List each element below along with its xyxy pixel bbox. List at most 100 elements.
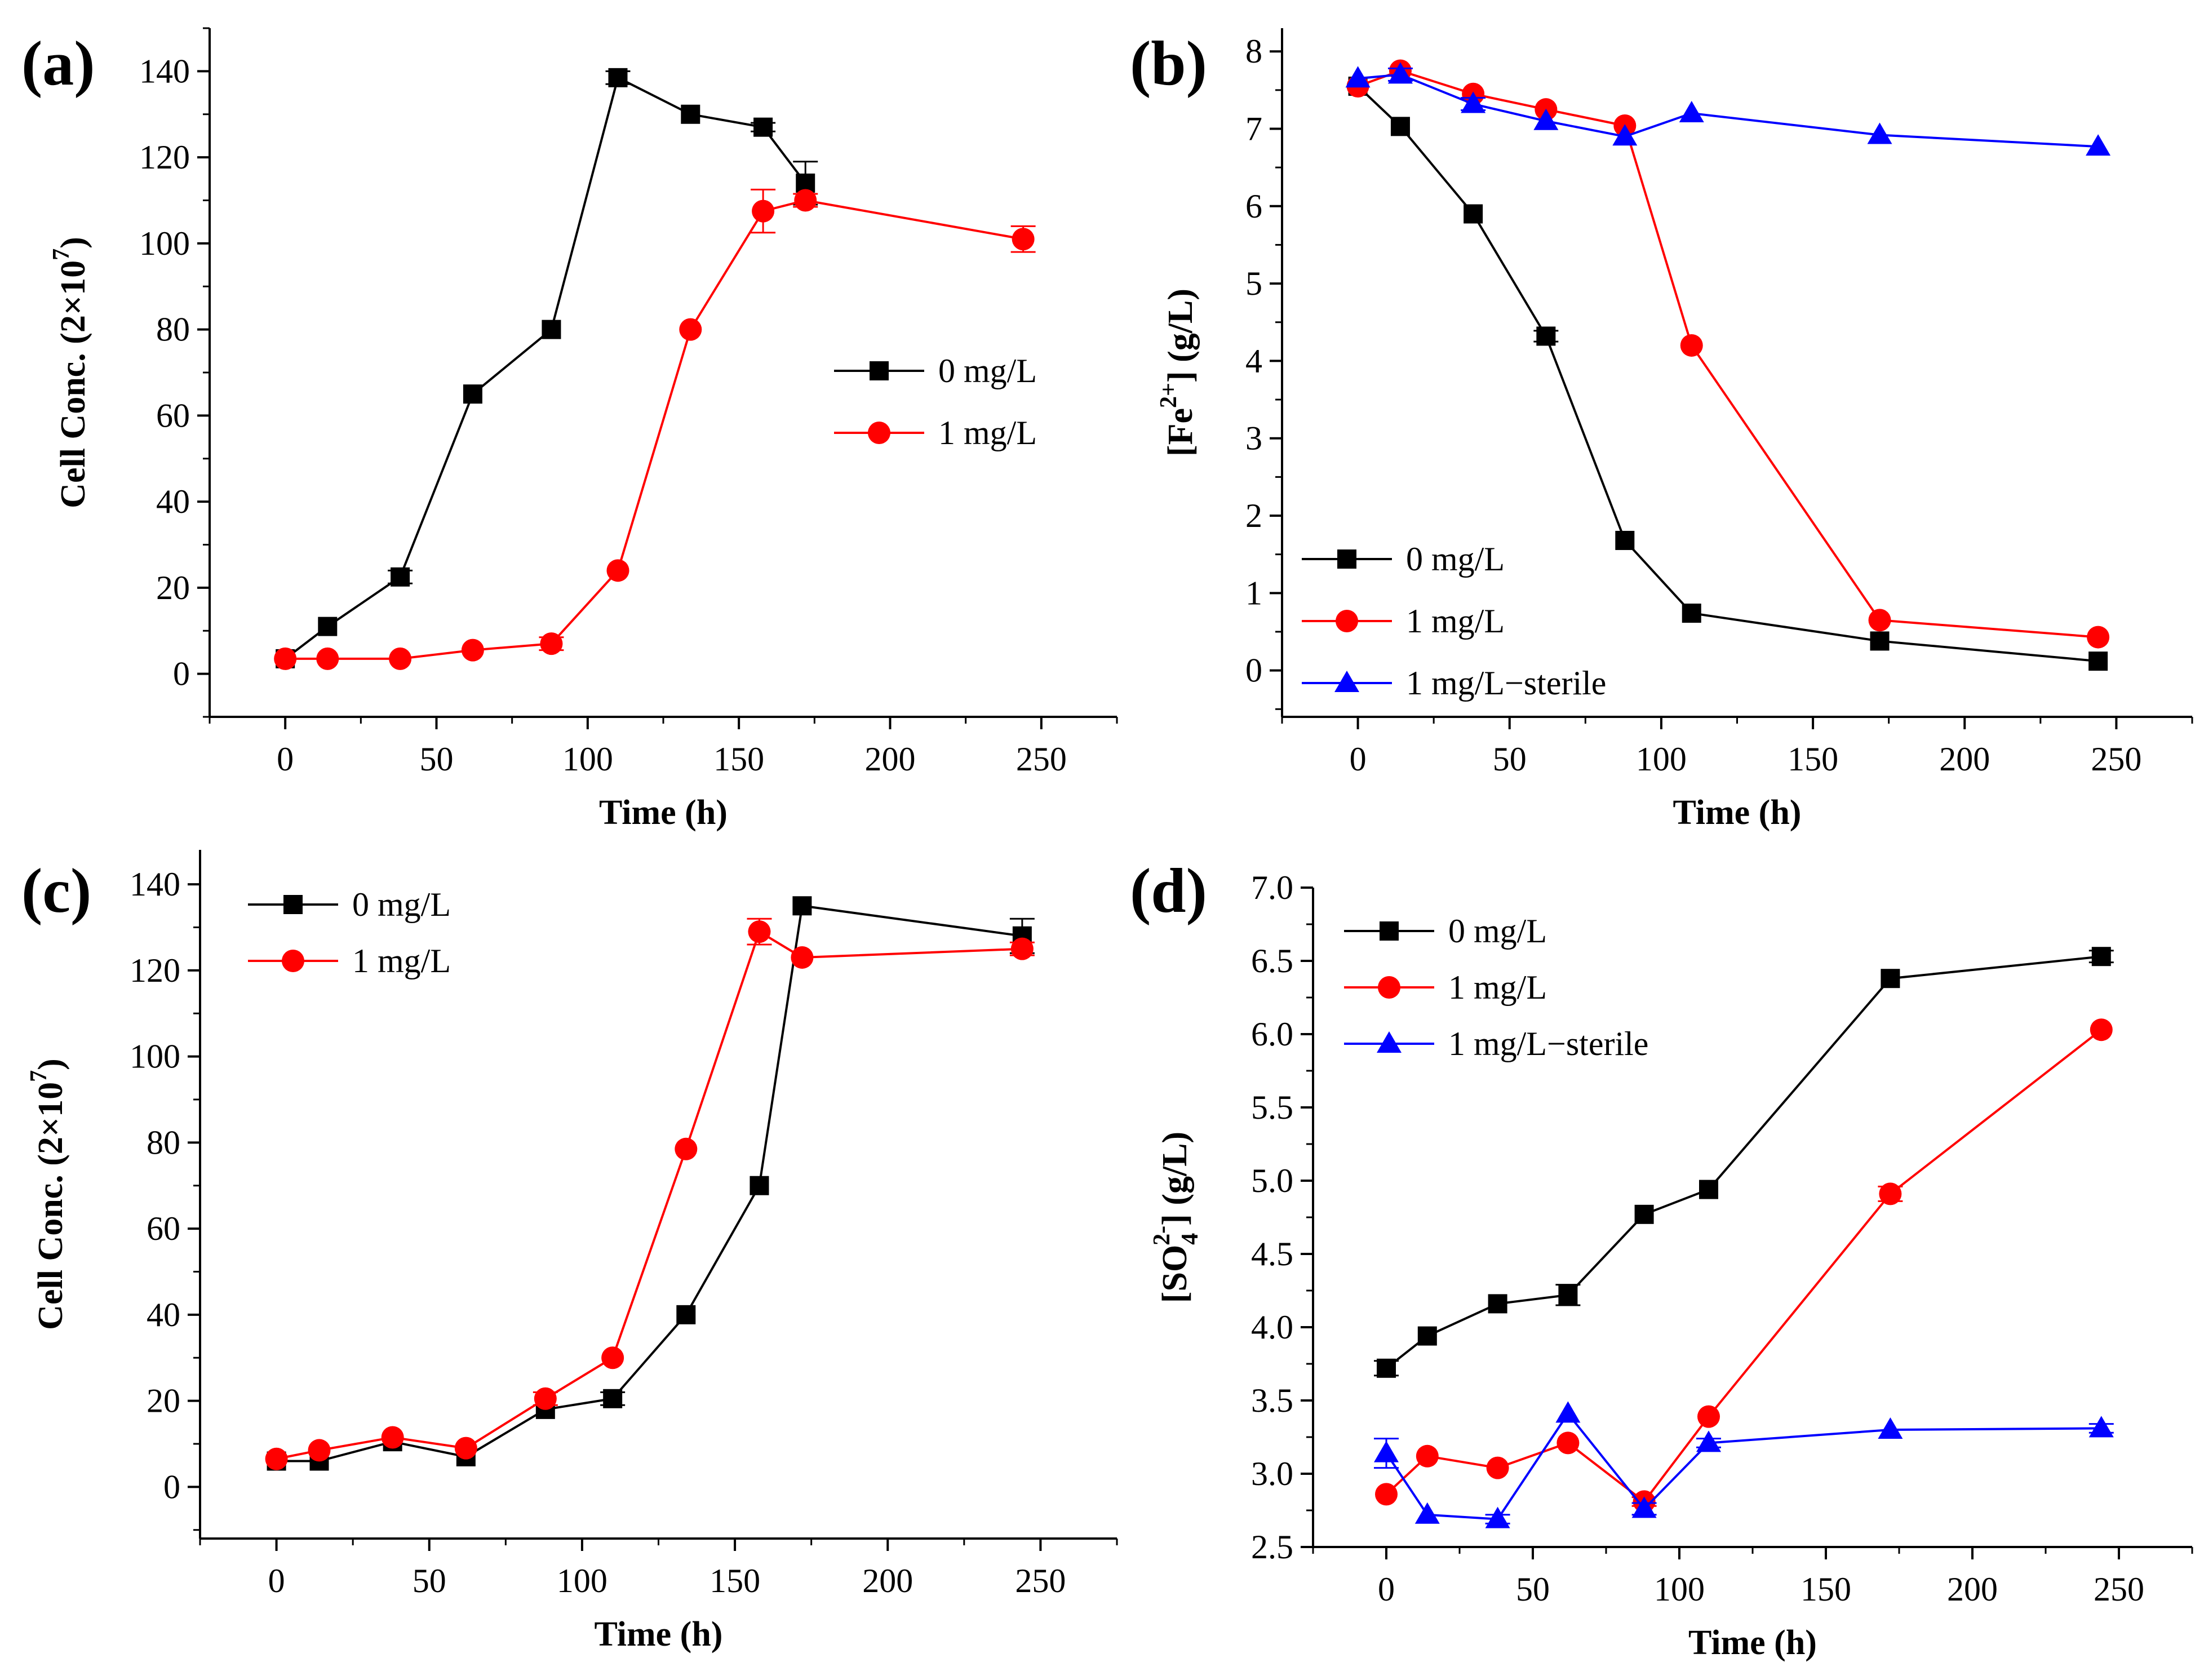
data-point-square: [1870, 631, 1890, 651]
x-tick-label: 150: [1788, 741, 1838, 778]
y-tick-label: 7.0: [1251, 869, 1293, 906]
y-tick-label: 0: [173, 655, 190, 693]
legend-entry: 0 mg/L: [1302, 540, 1505, 578]
data-point-circle: [282, 950, 304, 972]
data-point-square: [1634, 1204, 1654, 1224]
data-point-square: [753, 117, 773, 137]
data-point-square: [463, 384, 482, 404]
x-tick-label: 200: [865, 741, 916, 778]
data-point-square: [1337, 549, 1356, 569]
data-point-triangle: [1533, 108, 1559, 130]
x-tick-label: 100: [1654, 1571, 1705, 1608]
data-point-circle: [2087, 626, 2110, 649]
chart-panel-b: 0 50 100 150 200 250 0 1 2 3 4 5 6 7 8 (b) Time (h) [Fe2+…: [1130, 28, 2193, 832]
series-line: [1358, 73, 2099, 148]
series-square: [276, 68, 818, 668]
data-point-triangle: [1612, 124, 1638, 146]
data-point-circle: [534, 1387, 557, 1410]
x-tick-label: 150: [713, 741, 764, 778]
data-point-square: [2088, 651, 2108, 671]
data-point-square: [1699, 1180, 1718, 1199]
y-tick-label: 5: [1245, 265, 1262, 302]
y-axis-title-sup: 7: [48, 249, 74, 260]
data-point-circle: [1879, 1182, 1902, 1205]
chart-panel-d: 0 50 100 150 200 250 2.5 3.0 3.5 4.0 4.5 5.0 5.5 6.0 6…: [1130, 856, 2193, 1662]
data-point-square: [1536, 326, 1556, 346]
x-tick-label: 200: [1939, 741, 1990, 778]
y-tick-label: 20: [156, 569, 190, 606]
series-line: [284, 76, 806, 660]
panel-label: (d): [1130, 856, 1207, 926]
data-point-triangle: [1878, 1417, 1903, 1439]
y-tick-label: 80: [147, 1124, 180, 1161]
data-point-circle: [752, 200, 775, 223]
y-tick-label: 140: [130, 866, 180, 903]
legend-entry: 1 mg/L: [248, 942, 451, 979]
y-axis-title-close: ] (g/L): [1156, 1132, 1194, 1226]
data-point-circle: [274, 647, 297, 670]
data-point-triangle: [1555, 1401, 1581, 1423]
x-tick-label: 50: [1493, 741, 1527, 778]
data-point-circle: [1697, 1405, 1720, 1428]
data-point-circle: [868, 422, 890, 444]
data-point-square: [283, 895, 303, 914]
y-axis-title-sup: 2-: [1149, 1226, 1175, 1245]
y-tick-label: 6.0: [1251, 1016, 1293, 1053]
y-tick-label: 6: [1245, 188, 1262, 225]
x-tick-label: 200: [1947, 1571, 1998, 1608]
data-point-triangle: [1696, 1430, 1721, 1452]
y-tick-label: 120: [139, 139, 190, 176]
y-axis-title-sub: 4: [1177, 1233, 1203, 1245]
data-point-square: [1682, 604, 1701, 623]
series-circle: [1375, 1018, 2113, 1513]
legend-entry: 1 mg/L−sterile: [1344, 1025, 1648, 1062]
x-tick-label: 50: [413, 1562, 446, 1599]
data-point-square: [608, 68, 628, 87]
x-axis-title: Time (h): [599, 794, 728, 832]
y-axis-title-main: Cell Conc. (2×10: [32, 1082, 70, 1330]
data-point-circle: [1556, 1431, 1580, 1455]
y-axis-title-close: ): [32, 1058, 70, 1070]
x-tick-label: 150: [1801, 1571, 1851, 1608]
data-point-circle: [2090, 1018, 2113, 1041]
panel-label: (c): [21, 856, 91, 926]
y-axis-title-sup: 7: [26, 1070, 52, 1082]
series-line: [1357, 69, 2099, 639]
legend-label: 0 mg/L: [352, 886, 451, 923]
data-point-square: [318, 617, 338, 636]
y-tick-label: 60: [147, 1210, 180, 1247]
data-point-triangle: [1631, 1496, 1657, 1518]
y-tick-label: 4.0: [1251, 1309, 1293, 1346]
panel-label: (a): [21, 29, 95, 99]
y-axis-title-close: ): [54, 237, 92, 249]
legend-entry: 1 mg/L: [1344, 969, 1547, 1006]
data-point-triangle: [1461, 91, 1486, 113]
legend-entry: 0 mg/L: [1344, 912, 1547, 950]
data-point-circle: [791, 946, 814, 969]
series-line: [1385, 1029, 2103, 1504]
data-point-triangle: [1345, 66, 1371, 88]
chart-panel-a: 0 50 100 150 200 250 0 20 40 60 80 100 120 140 (a) Time…: [21, 27, 1118, 832]
data-point-circle: [601, 1346, 624, 1369]
data-point-circle: [1336, 610, 1358, 632]
x-axis-title: Time (h): [1673, 794, 1802, 832]
x-tick-label: 0: [1350, 741, 1367, 778]
y-axis-title-main: [Fe: [1161, 408, 1200, 456]
y-tick-label: 0: [163, 1468, 180, 1505]
x-tick-label: 0: [1378, 1571, 1395, 1608]
data-point-square: [391, 567, 410, 587]
y-tick-label: 2: [1245, 497, 1262, 534]
y-axis-title: [SO42-] (g/L): [1149, 1132, 1203, 1303]
data-point-triangle: [1374, 1440, 1399, 1462]
x-tick-label: 100: [1636, 741, 1687, 778]
y-axis-title-main: [SO: [1156, 1245, 1194, 1303]
x-tick-label: 200: [862, 1562, 913, 1599]
y-tick-label: 0: [1245, 652, 1262, 689]
series-square: [1374, 947, 2114, 1378]
data-point-square: [1380, 921, 1399, 941]
x-axis-title: Time (h): [1688, 1624, 1817, 1662]
series-circle: [274, 188, 1036, 670]
data-point-circle: [265, 1447, 288, 1470]
series-circle: [265, 917, 1035, 1470]
